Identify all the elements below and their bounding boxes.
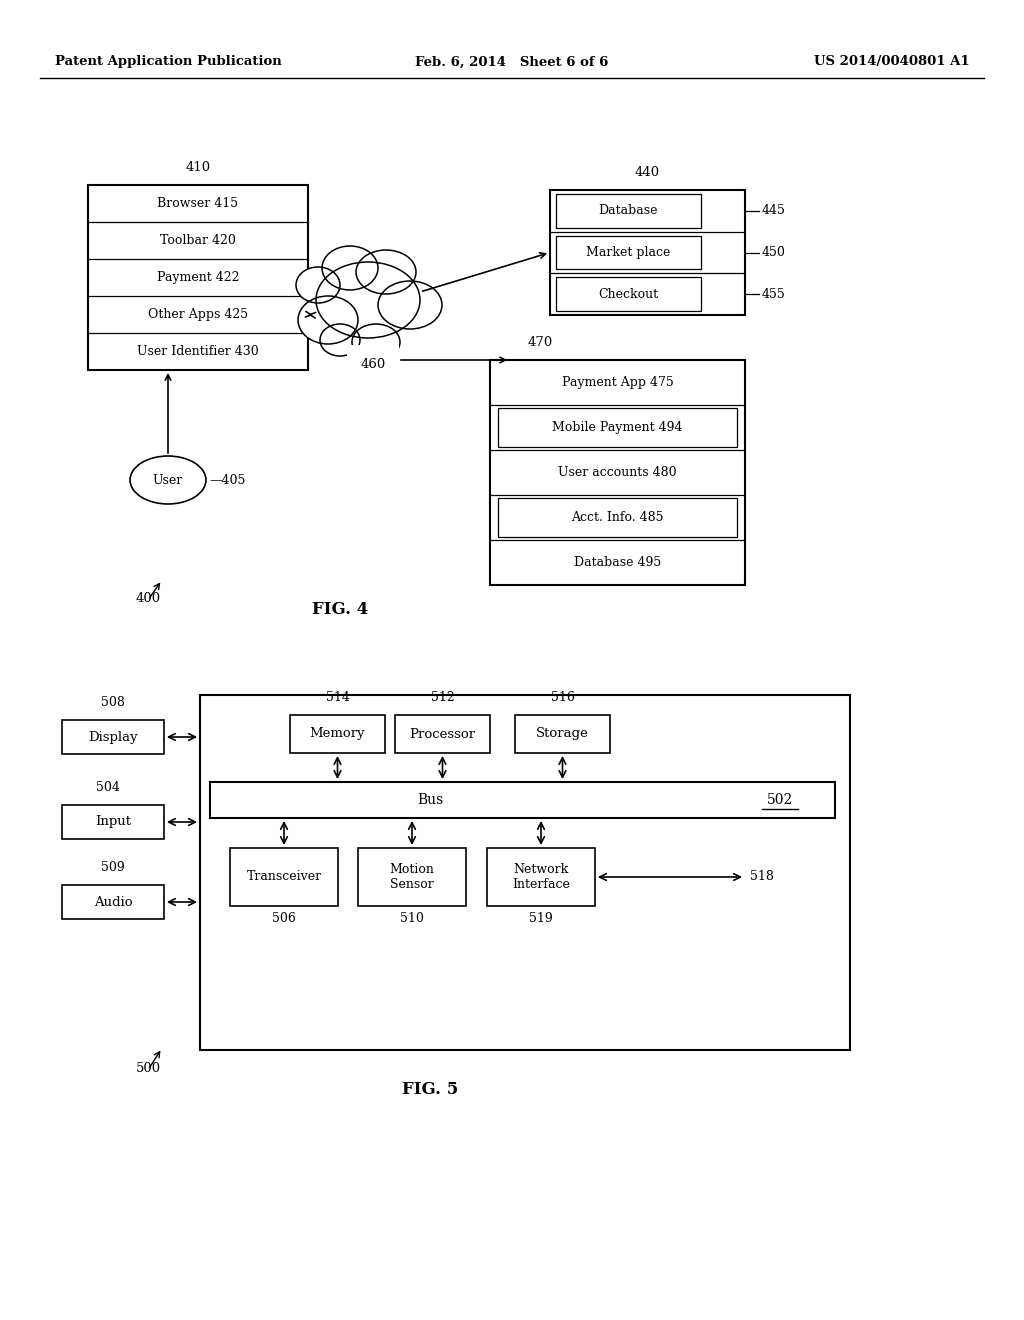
Bar xyxy=(200,696,850,1049)
Text: Acct. Info. 485: Acct. Info. 485 xyxy=(571,511,664,524)
Text: Payment App 475: Payment App 475 xyxy=(561,376,674,389)
Text: Mobile Payment 494: Mobile Payment 494 xyxy=(552,421,683,434)
Ellipse shape xyxy=(319,323,360,356)
Bar xyxy=(556,277,701,312)
Text: 504: 504 xyxy=(96,781,120,795)
Text: User accounts 480: User accounts 480 xyxy=(558,466,677,479)
Text: Feb. 6, 2014   Sheet 6 of 6: Feb. 6, 2014 Sheet 6 of 6 xyxy=(416,55,608,69)
Text: Processor: Processor xyxy=(410,727,475,741)
Text: —405: —405 xyxy=(209,474,246,487)
Ellipse shape xyxy=(130,455,206,504)
Text: User Identifier 430: User Identifier 430 xyxy=(137,345,259,358)
Text: FIG. 5: FIG. 5 xyxy=(401,1081,458,1098)
Text: 440: 440 xyxy=(635,166,660,180)
Text: Audio: Audio xyxy=(93,895,132,908)
Bar xyxy=(230,847,338,906)
Ellipse shape xyxy=(298,296,358,345)
Text: Database: Database xyxy=(599,205,658,218)
Bar xyxy=(62,884,164,919)
Bar xyxy=(290,715,385,752)
Text: Network
Interface: Network Interface xyxy=(512,863,570,891)
Bar xyxy=(556,194,701,227)
Text: 514: 514 xyxy=(326,690,349,704)
Bar xyxy=(395,715,490,752)
Text: Input: Input xyxy=(95,816,131,829)
Text: Memory: Memory xyxy=(309,727,366,741)
Ellipse shape xyxy=(378,281,442,329)
Bar xyxy=(490,360,745,585)
Ellipse shape xyxy=(316,261,420,338)
Text: 506: 506 xyxy=(272,912,296,925)
Text: 450: 450 xyxy=(762,246,785,259)
Text: 500: 500 xyxy=(135,1061,161,1074)
Text: Transceiver: Transceiver xyxy=(247,870,322,883)
Text: 460: 460 xyxy=(360,359,386,371)
Bar xyxy=(487,847,595,906)
Text: 445: 445 xyxy=(762,205,785,218)
Text: Payment 422: Payment 422 xyxy=(157,271,240,284)
Text: 508: 508 xyxy=(101,696,125,709)
Text: Display: Display xyxy=(88,730,138,743)
Text: 509: 509 xyxy=(101,861,125,874)
Text: Database 495: Database 495 xyxy=(573,556,662,569)
Ellipse shape xyxy=(296,267,340,304)
Bar xyxy=(556,236,701,269)
Text: 502: 502 xyxy=(767,793,794,807)
Text: 518: 518 xyxy=(750,870,774,883)
Text: Motion
Sensor: Motion Sensor xyxy=(389,863,434,891)
Text: 470: 470 xyxy=(527,337,553,348)
Text: 455: 455 xyxy=(762,288,785,301)
Text: 519: 519 xyxy=(529,912,553,925)
Bar xyxy=(62,805,164,840)
Text: Checkout: Checkout xyxy=(598,288,658,301)
Ellipse shape xyxy=(356,249,416,294)
Bar xyxy=(88,185,308,370)
Bar xyxy=(62,719,164,754)
Text: 510: 510 xyxy=(400,912,424,925)
Bar xyxy=(550,190,745,315)
Ellipse shape xyxy=(322,246,378,290)
Text: 410: 410 xyxy=(185,161,211,174)
Text: Market place: Market place xyxy=(587,246,671,259)
Text: FIG. 4: FIG. 4 xyxy=(312,602,368,619)
Text: Browser 415: Browser 415 xyxy=(158,197,239,210)
Bar xyxy=(515,715,610,752)
Text: Other Apps 425: Other Apps 425 xyxy=(147,308,248,321)
Bar xyxy=(498,498,737,537)
Bar xyxy=(498,408,737,447)
Text: Storage: Storage xyxy=(536,727,589,741)
Text: 516: 516 xyxy=(551,690,574,704)
Text: User: User xyxy=(153,474,183,487)
Bar xyxy=(210,781,835,818)
Text: Patent Application Publication: Patent Application Publication xyxy=(55,55,282,69)
Text: 400: 400 xyxy=(135,591,161,605)
Text: Toolbar 420: Toolbar 420 xyxy=(160,234,236,247)
Text: Bus: Bus xyxy=(417,793,443,807)
Bar xyxy=(358,847,466,906)
Text: US 2014/0040801 A1: US 2014/0040801 A1 xyxy=(814,55,970,69)
Text: 512: 512 xyxy=(431,690,455,704)
Ellipse shape xyxy=(352,323,400,360)
